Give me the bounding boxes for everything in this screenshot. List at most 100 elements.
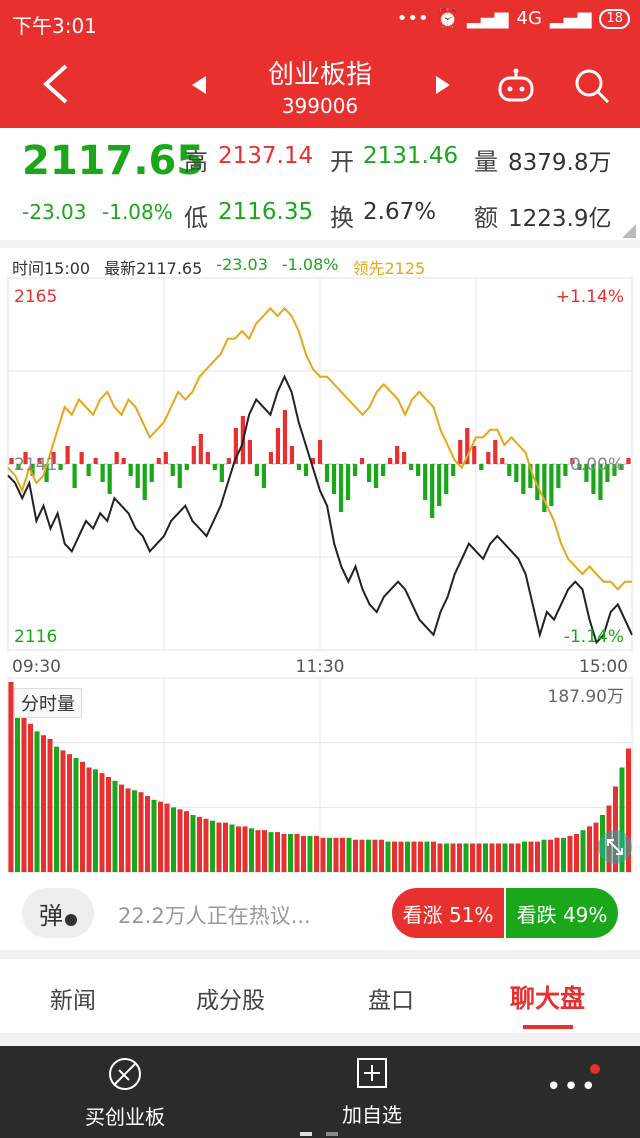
- notification-dot: [590, 1064, 600, 1074]
- volume-bar: [262, 830, 267, 872]
- chart-canvas: 2165 2141 2116 +1.14% 0.00% -1.14% 09:30 11:30 1…: [7, 277, 633, 873]
- diff-bar: [142, 464, 147, 500]
- legend-change: -23.03: [216, 255, 268, 274]
- price-change-pct: -1.08%: [102, 200, 173, 224]
- section-divider-3: [0, 1034, 640, 1046]
- y-tick-bottom: 2116: [14, 627, 57, 647]
- fullscreen-button[interactable]: [598, 830, 632, 864]
- volume-bar: [496, 843, 501, 872]
- volume-bar: [288, 834, 293, 872]
- danmaku-toggle-button[interactable]: 弹: [22, 888, 94, 938]
- add-watchlist-label: 加自选: [342, 1103, 402, 1127]
- buy-button[interactable]: 买创业板: [80, 1056, 170, 1130]
- tab-discussion[interactable]: 聊大盘: [510, 984, 586, 1013]
- volume-bar: [327, 837, 332, 872]
- diff-bar: [100, 464, 105, 482]
- volume-bar: [359, 839, 365, 872]
- high-label: 高: [184, 148, 208, 176]
- volume-bar: [125, 788, 131, 872]
- volume-bar: [8, 682, 14, 872]
- volume-bar: [145, 796, 150, 872]
- diff-bar: [535, 464, 540, 500]
- volume-bar: [34, 731, 40, 872]
- vote-down-button[interactable]: 看跌 49%: [506, 888, 618, 938]
- next-index-button[interactable]: [432, 74, 452, 100]
- y-tick-right-mid: 0.00%: [570, 455, 624, 475]
- tab-constituents[interactable]: 成分股: [196, 988, 265, 1014]
- diff-bar: [324, 464, 330, 482]
- volume-bar: [216, 822, 222, 872]
- legend-latest: 最新2117.65: [104, 259, 203, 278]
- y-tick-top: 2165: [14, 287, 57, 307]
- diff-bar: [437, 464, 442, 506]
- robot-assistant-button[interactable]: [496, 68, 536, 108]
- diff-bar: [409, 464, 414, 470]
- hot-discussion-text[interactable]: 22.2万人正在热议...: [118, 904, 311, 928]
- legend-change-pct: -1.08%: [281, 255, 339, 274]
- tab-order-book[interactable]: 盘口: [368, 988, 414, 1014]
- diff-bar: [198, 434, 203, 464]
- diff-bar: [359, 458, 365, 464]
- volume-bar: [132, 790, 137, 872]
- volume-bar: [242, 826, 248, 872]
- page-indicator-active: [300, 1132, 312, 1136]
- volume-bar: [470, 843, 475, 872]
- legend-lead: 领先2125: [352, 259, 426, 278]
- diff-bar: [472, 446, 477, 464]
- diff-bar: [254, 464, 260, 476]
- price-change: -23.03: [22, 200, 87, 224]
- diff-bar: [331, 464, 337, 494]
- diff-bar: [626, 458, 631, 464]
- volume-bar: [333, 837, 339, 872]
- status-time: 下午3:01: [12, 14, 97, 38]
- diff-bar: [612, 464, 617, 476]
- add-watchlist-button[interactable]: 加自选: [332, 1056, 412, 1128]
- volume-bar: [522, 841, 527, 872]
- more-button[interactable]: •••: [546, 1064, 600, 1102]
- volume-bar: [21, 716, 27, 872]
- volume-bar: [509, 843, 514, 872]
- diff-bar: [170, 464, 175, 476]
- volume-bar: [106, 777, 111, 872]
- volume-bar: [463, 843, 469, 872]
- diff-bar: [430, 464, 435, 518]
- volume-bar: [268, 832, 274, 872]
- volume-bar: [548, 839, 553, 872]
- volume-bar: [229, 824, 235, 872]
- volume-bar: [613, 786, 618, 872]
- diff-bar: [338, 464, 344, 512]
- diff-bar: [114, 452, 119, 464]
- diff-bar: [303, 464, 309, 476]
- volume-bar: [431, 841, 436, 872]
- search-icon: [575, 69, 610, 104]
- diff-bar: [395, 446, 400, 464]
- diff-bar: [205, 452, 210, 464]
- volume-bar: [80, 761, 85, 872]
- y-tick-right-bottom: -1.14%: [564, 627, 624, 647]
- diff-bar: [296, 464, 302, 470]
- low-value: 2116.35: [218, 199, 314, 225]
- diff-bar: [282, 410, 288, 464]
- corner-expand-icon[interactable]: [622, 224, 636, 238]
- diff-bar: [163, 452, 168, 464]
- volume-bar: [535, 841, 540, 872]
- diff-bar: [93, 458, 98, 464]
- vote-up-button[interactable]: 看涨 51%: [392, 888, 504, 938]
- diff-bar: [44, 464, 49, 482]
- diff-bar: [121, 458, 126, 464]
- volume-bar: [314, 835, 319, 872]
- volume-bar: [515, 843, 521, 872]
- prev-index-button[interactable]: [190, 74, 210, 100]
- intraday-chart[interactable]: 时间15:00 最新2117.65 -23.03 -1.08% 领先2125 2…: [0, 248, 640, 878]
- x-tick-end: 15:00: [579, 657, 628, 677]
- lead-line: [7, 306, 632, 591]
- back-button[interactable]: [38, 62, 74, 110]
- volume-bar: [28, 723, 33, 872]
- search-button[interactable]: [572, 66, 612, 110]
- volume-bar: [301, 835, 306, 872]
- tab-news[interactable]: 新闻: [50, 988, 96, 1014]
- diff-bar: [51, 452, 56, 464]
- volume-bar: [158, 801, 163, 872]
- volume-bar: [184, 811, 189, 872]
